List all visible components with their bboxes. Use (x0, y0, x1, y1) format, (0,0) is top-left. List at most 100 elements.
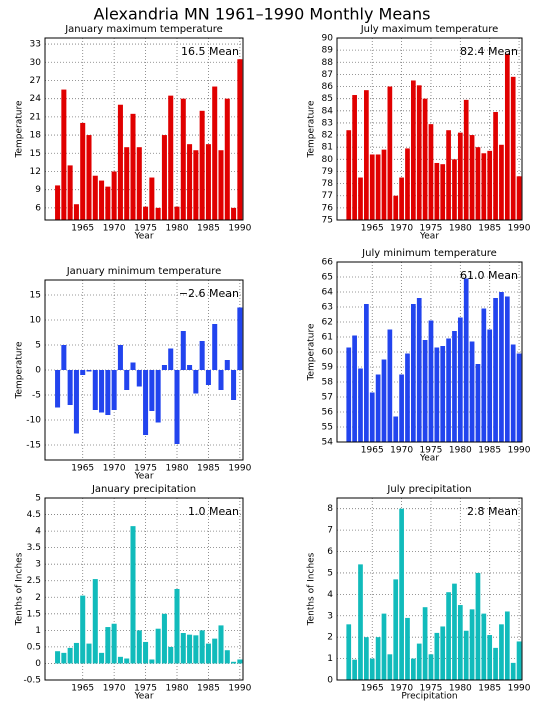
bar (212, 86, 218, 221)
x-axis-label: Precipitation (401, 692, 457, 702)
bar (136, 630, 142, 664)
plot-frame (44, 37, 244, 221)
y-tick-label: 24 (30, 94, 42, 104)
bar (381, 359, 387, 442)
bar (193, 635, 199, 664)
bar (364, 637, 369, 680)
y-tick-label: 56 (322, 408, 334, 418)
bar (469, 609, 475, 680)
bar (124, 370, 130, 390)
bar (358, 564, 363, 680)
bar (411, 658, 416, 680)
y-tick-label: 10 (30, 316, 42, 326)
bar (475, 572, 481, 680)
bar (411, 80, 416, 220)
bar (422, 98, 428, 220)
bar (231, 370, 237, 400)
bar (364, 304, 369, 442)
bar (399, 374, 404, 442)
x-tick-label: 1980 (449, 224, 472, 234)
y-tick-label: 6 (35, 203, 41, 213)
bar (422, 340, 428, 442)
bar (161, 135, 167, 220)
x-tick-label: 1975 (134, 684, 157, 694)
bar (86, 135, 92, 220)
bar (205, 643, 211, 664)
bar (111, 171, 117, 220)
bar (352, 659, 357, 680)
y-tick-label: 75 (322, 216, 333, 226)
bar (124, 658, 130, 664)
panel-title: January maximum temperature (64, 24, 223, 35)
bar (149, 177, 155, 220)
bar (364, 90, 369, 220)
bar (161, 365, 167, 370)
y-tick-label: 90 (322, 34, 334, 44)
bar (155, 207, 161, 220)
bar (475, 147, 481, 220)
y-axis-label: Temperature (307, 100, 317, 158)
y-tick-label: 6 (327, 547, 333, 557)
bar (80, 595, 86, 664)
bar (155, 628, 161, 664)
bar (405, 617, 410, 680)
x-tick-label: 1970 (390, 224, 413, 234)
bar (149, 659, 155, 664)
bar (237, 307, 243, 370)
y-tick-label: 89 (322, 46, 334, 56)
y-axis-label: Tenths of Inches (307, 552, 317, 626)
x-tick-label: 1985 (478, 446, 501, 456)
x-tick-label: 1965 (71, 224, 94, 234)
bar (428, 320, 434, 442)
y-tick-label: 15 (30, 291, 41, 301)
bar (487, 635, 493, 680)
bar (346, 624, 352, 680)
bar (405, 148, 410, 220)
bar (369, 658, 375, 680)
y-tick-label: 88 (322, 58, 334, 68)
bar (487, 329, 493, 442)
bar (187, 365, 193, 370)
bar (212, 638, 218, 664)
bar (99, 652, 105, 664)
bar (416, 298, 422, 442)
bar (446, 592, 451, 680)
bar (224, 650, 230, 664)
y-tick-label: 2 (327, 633, 333, 643)
y-axis-label: Temperature (15, 100, 25, 158)
bar (428, 124, 434, 220)
annotation: −2.6 Mean (179, 287, 239, 300)
x-tick-label: 1970 (390, 446, 413, 456)
bar (446, 130, 451, 220)
bar (446, 338, 451, 442)
bar (168, 95, 174, 220)
y-tick-label: -15 (26, 441, 41, 451)
bar (92, 579, 98, 664)
annotation: 2.8 Mean (467, 505, 518, 518)
bar (352, 335, 357, 442)
bar (434, 347, 440, 442)
bar (105, 627, 111, 664)
y-tick-label: 0 (35, 659, 41, 669)
bar (504, 611, 510, 680)
bar (516, 353, 522, 442)
bar (180, 98, 186, 220)
x-axis-label: Year (133, 692, 153, 702)
y-tick-label: 82 (322, 131, 333, 141)
bar (224, 98, 230, 220)
x-tick-label: 1975 (420, 446, 443, 456)
y-tick-label: 5 (35, 494, 41, 504)
bar (416, 85, 422, 220)
bar (187, 634, 193, 664)
bar (387, 329, 393, 442)
bar (130, 526, 136, 664)
bar (358, 368, 363, 442)
y-tick-label: 54 (322, 438, 334, 448)
x-tick-label: 1975 (134, 224, 157, 234)
panel-title: January minimum temperature (66, 266, 222, 277)
x-axis-label: Year (133, 232, 153, 242)
y-tick-label: 9 (35, 185, 41, 195)
bar (369, 154, 375, 220)
bar (205, 370, 211, 385)
y-tick-label: 5 (327, 568, 333, 578)
